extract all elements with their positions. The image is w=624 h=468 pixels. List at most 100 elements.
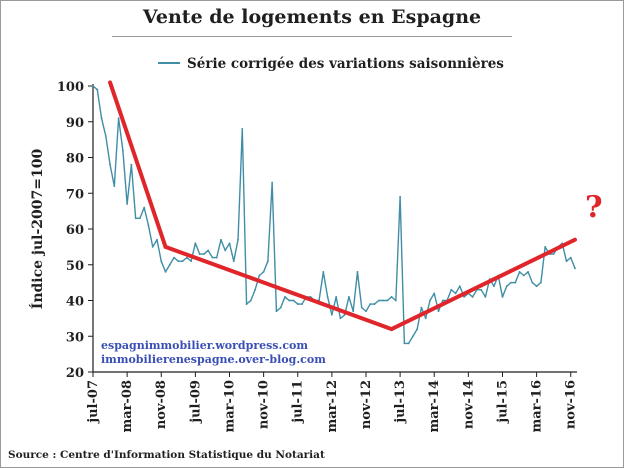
question-mark-annotation: ? xyxy=(585,190,603,225)
data-point xyxy=(275,310,278,313)
data-point xyxy=(437,310,440,313)
x-tick-label-jul-15: jul-15 xyxy=(495,380,510,424)
data-point xyxy=(113,185,116,188)
data-point xyxy=(211,256,214,259)
x-tick-label-nov-14: nov-14 xyxy=(461,380,476,429)
data-point xyxy=(249,299,252,302)
y-tick-label-90: 90 xyxy=(66,116,84,131)
x-tick-label-jul-09: jul-09 xyxy=(188,380,203,424)
x-tick-label-nov-16: nov-16 xyxy=(564,380,579,429)
x-tick-label-jul-07: jul-07 xyxy=(86,380,101,424)
series-line-0 xyxy=(92,85,576,345)
axes: 20 30 40 50 60 70 80 90 100 jul-07 mar-08 nov-08 jul… xyxy=(57,80,579,433)
data-point xyxy=(382,299,384,302)
data-point xyxy=(501,296,504,298)
trend-line-3 xyxy=(389,237,577,332)
data-point xyxy=(433,292,436,295)
y-tick-label-50: 50 xyxy=(66,259,84,274)
data-point xyxy=(377,299,380,302)
data-point xyxy=(237,238,239,241)
data-point xyxy=(126,203,129,205)
data-point xyxy=(539,281,542,284)
data-point xyxy=(279,306,282,309)
y-tick-label-70: 70 xyxy=(66,187,84,202)
data-point xyxy=(399,195,402,198)
data-point xyxy=(190,260,193,263)
x-tick-label-jul-11: jul-11 xyxy=(291,380,306,424)
data-point xyxy=(228,242,231,245)
x-tick-label-nov-08: nov-08 xyxy=(154,380,169,429)
data-point xyxy=(531,281,534,284)
y-tick-label-80: 80 xyxy=(66,152,84,167)
x-tick-label-mar-12: mar-12 xyxy=(325,380,340,433)
data-point xyxy=(365,310,367,313)
data-point xyxy=(527,271,529,273)
data-point xyxy=(96,88,99,91)
data-point xyxy=(173,256,175,259)
x-tick-label-mar-14: mar-14 xyxy=(427,380,442,433)
watermark-links: espagnimmobilier.wordpress.com immobilie… xyxy=(101,339,326,366)
y-tick-label-30: 30 xyxy=(66,330,84,345)
data-point xyxy=(386,299,389,302)
data-point xyxy=(194,242,197,245)
x-tick-label-mar-10: mar-10 xyxy=(222,380,237,433)
y-axis-label: Índice jul-2007=100 xyxy=(28,149,46,310)
data-point xyxy=(220,238,222,241)
data-point xyxy=(130,163,133,166)
data-point xyxy=(339,317,342,320)
data-point xyxy=(441,299,444,302)
x-tick-label-nov-12: nov-12 xyxy=(359,380,374,429)
data-point xyxy=(109,163,111,166)
data-point xyxy=(565,260,568,263)
legend: Série corrigée des variations saisonnièr… xyxy=(158,56,504,72)
data-point xyxy=(266,260,269,263)
source-note: Source : Centre d'Information Statistiqu… xyxy=(8,449,325,461)
data-point xyxy=(203,253,205,255)
data-point xyxy=(535,285,538,288)
data-point xyxy=(360,306,363,309)
trend-line-1 xyxy=(108,80,168,249)
chart-title: Vente de logements en Espagne xyxy=(142,6,482,28)
data-point xyxy=(164,271,167,273)
data-point xyxy=(232,260,235,263)
data-point xyxy=(569,256,572,259)
data-point xyxy=(356,271,359,273)
data-point xyxy=(335,296,338,298)
data-point xyxy=(373,303,376,305)
data-point xyxy=(458,285,461,288)
data-point xyxy=(224,249,227,252)
data-point xyxy=(369,303,372,305)
data-point xyxy=(156,238,158,241)
data-point xyxy=(92,85,94,87)
data-point xyxy=(245,303,248,305)
x-tick-label-mar-16: mar-16 xyxy=(530,380,545,433)
data-point xyxy=(412,335,414,338)
data-point xyxy=(552,253,555,255)
data-point xyxy=(429,299,431,302)
data-point xyxy=(522,274,525,277)
data-point xyxy=(143,206,146,209)
data-point xyxy=(322,271,325,273)
data-point xyxy=(505,285,508,288)
data-point xyxy=(271,181,274,184)
data-point xyxy=(407,342,410,345)
x-tick-label-jul-13: jul-13 xyxy=(393,380,408,424)
data-point xyxy=(574,267,576,270)
data-point xyxy=(352,310,355,313)
data-point xyxy=(100,117,103,120)
blog-link-wordpress: espagnimmobilier.wordpress.com xyxy=(101,339,308,352)
data-point xyxy=(330,313,333,316)
data-point xyxy=(177,260,180,263)
data-point xyxy=(288,299,291,302)
legend-label: Série corrigée des variations saisonnièr… xyxy=(187,56,504,72)
data-point xyxy=(215,256,218,259)
y-tick-label-40: 40 xyxy=(66,295,84,310)
data-point xyxy=(514,281,517,284)
data-point xyxy=(471,296,474,298)
data-point xyxy=(484,296,487,298)
data-point xyxy=(394,299,397,302)
data-point xyxy=(207,249,210,252)
y-tick-label-20: 20 xyxy=(66,366,84,381)
data-point xyxy=(104,135,107,137)
x-tick-label-mar-08: mar-08 xyxy=(120,380,135,433)
